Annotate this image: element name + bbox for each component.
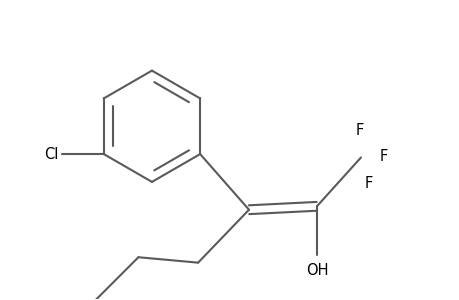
Text: F: F [379,148,387,164]
Text: F: F [364,176,372,191]
Text: Cl: Cl [44,147,58,162]
Text: OH: OH [305,263,327,278]
Text: F: F [355,124,363,139]
